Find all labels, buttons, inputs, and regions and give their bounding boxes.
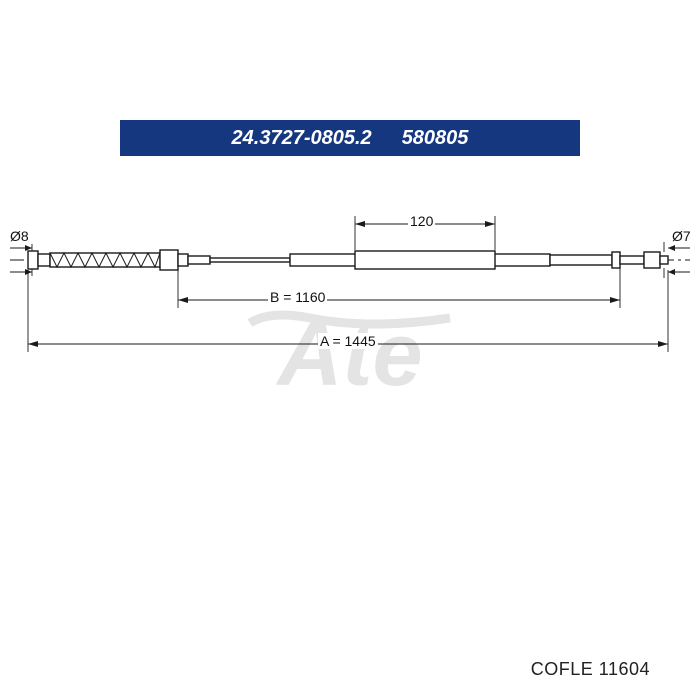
cable-sheath (290, 251, 550, 269)
left-end-fitting (28, 244, 290, 276)
dimension-B (178, 268, 620, 308)
part-number-long: 24.3727-0805.2 (232, 127, 372, 150)
dim-120-label: 120 (408, 213, 435, 229)
dia-left-label: Ø8 (8, 228, 31, 244)
footer-label: COFLE 11604 (531, 659, 650, 680)
right-end-fitting (550, 242, 668, 278)
dim-B-label: B = 1160 (268, 289, 327, 305)
footer-model: 11604 (599, 659, 650, 679)
dim-A-label: A = 1445 (318, 333, 378, 349)
part-number-header: 24.3727-0805.2 580805 (120, 120, 580, 156)
dia-right-label: Ø7 (670, 228, 693, 244)
technical-drawing: Ate (10, 120, 690, 450)
footer-brand: COFLE (531, 659, 594, 679)
part-number-short: 580805 (402, 127, 469, 150)
